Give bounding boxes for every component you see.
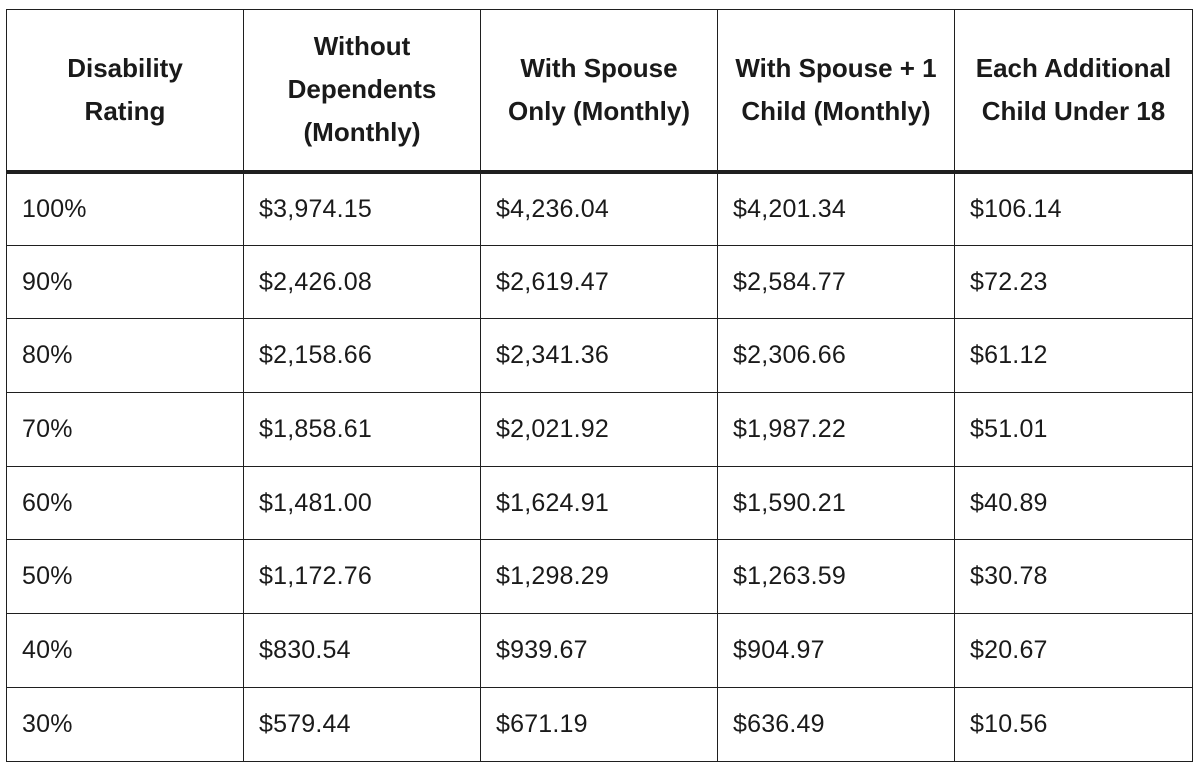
table-row: 100% $3,974.15 $4,236.04 $4,201.34 $106.…	[6, 171, 1193, 246]
rating-cell: 50%	[6, 539, 244, 615]
spouse-only-cell: $2,341.36	[480, 318, 718, 394]
rating-cell: 30%	[6, 686, 244, 762]
header-with-spouse-only: With Spouse Only (Monthly)	[480, 9, 718, 174]
spouse-one-child-cell: $2,306.66	[717, 318, 955, 394]
without-dependents-cell: $579.44	[243, 686, 481, 762]
spouse-only-cell: $1,298.29	[480, 539, 718, 615]
spouse-only-cell: $671.19	[480, 686, 718, 762]
without-dependents-cell: $830.54	[243, 613, 481, 688]
additional-child-cell: $40.89	[954, 465, 1193, 541]
additional-child-cell: $72.23	[954, 244, 1193, 320]
compensation-table-container: Disability Rating Without Dependents (Mo…	[6, 9, 1193, 763]
rating-cell: 70%	[6, 392, 244, 467]
rating-cell: 60%	[6, 465, 244, 541]
table-row: 40% $830.54 $939.67 $904.97 $20.67	[6, 613, 1193, 688]
additional-child-cell: $10.56	[954, 686, 1193, 762]
rating-cell: 100%	[6, 171, 244, 246]
spouse-one-child-cell: $1,590.21	[717, 465, 955, 541]
without-dependents-cell: $1,481.00	[243, 465, 481, 541]
additional-child-cell: $106.14	[954, 171, 1193, 246]
table-header: Disability Rating Without Dependents (Mo…	[6, 9, 1193, 174]
table-row: 60% $1,481.00 $1,624.91 $1,590.21 $40.89	[6, 465, 1193, 541]
rating-cell: 90%	[6, 244, 244, 320]
compensation-rates-table: Disability Rating Without Dependents (Mo…	[6, 9, 1193, 762]
additional-child-cell: $61.12	[954, 318, 1193, 394]
rating-cell: 40%	[6, 613, 244, 688]
spouse-only-cell: $1,624.91	[480, 465, 718, 541]
spouse-one-child-cell: $2,584.77	[717, 244, 955, 320]
header-disability-rating: Disability Rating	[6, 9, 244, 174]
spouse-one-child-cell: $636.49	[717, 686, 955, 762]
table-row: 70% $1,858.61 $2,021.92 $1,987.22 $51.01	[6, 392, 1193, 467]
additional-child-cell: $20.67	[954, 613, 1193, 688]
header-each-additional-child: Each Additional Child Under 18	[954, 9, 1193, 174]
without-dependents-cell: $1,172.76	[243, 539, 481, 615]
table-row: 30% $579.44 $671.19 $636.49 $10.56	[6, 686, 1193, 762]
table-row: 80% $2,158.66 $2,341.36 $2,306.66 $61.12	[6, 318, 1193, 394]
spouse-only-cell: $2,619.47	[480, 244, 718, 320]
additional-child-cell: $30.78	[954, 539, 1193, 615]
spouse-one-child-cell: $1,263.59	[717, 539, 955, 615]
rating-cell: 80%	[6, 318, 244, 394]
header-row: Disability Rating Without Dependents (Mo…	[6, 9, 1193, 174]
without-dependents-cell: $1,858.61	[243, 392, 481, 467]
spouse-only-cell: $4,236.04	[480, 171, 718, 246]
without-dependents-cell: $2,158.66	[243, 318, 481, 394]
spouse-only-cell: $2,021.92	[480, 392, 718, 467]
spouse-one-child-cell: $1,987.22	[717, 392, 955, 467]
without-dependents-cell: $3,974.15	[243, 171, 481, 246]
table-row: 50% $1,172.76 $1,298.29 $1,263.59 $30.78	[6, 539, 1193, 615]
header-with-spouse-one-child: With Spouse + 1 Child (Monthly)	[717, 9, 955, 174]
spouse-one-child-cell: $904.97	[717, 613, 955, 688]
spouse-only-cell: $939.67	[480, 613, 718, 688]
without-dependents-cell: $2,426.08	[243, 244, 481, 320]
header-without-dependents: Without Dependents (Monthly)	[243, 9, 481, 174]
table-row: 90% $2,426.08 $2,619.47 $2,584.77 $72.23	[6, 244, 1193, 320]
table-body: 100% $3,974.15 $4,236.04 $4,201.34 $106.…	[6, 171, 1193, 762]
spouse-one-child-cell: $4,201.34	[717, 171, 955, 246]
additional-child-cell: $51.01	[954, 392, 1193, 467]
